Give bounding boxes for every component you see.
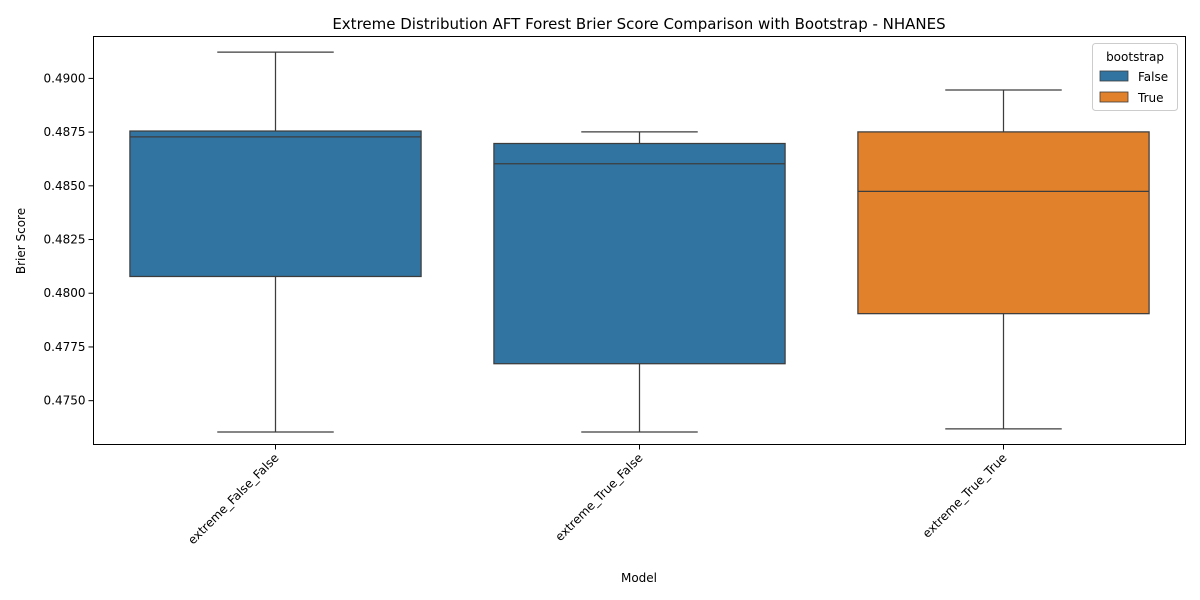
y-axis-label: Brier Score bbox=[14, 208, 28, 274]
legend-label-true: True bbox=[1137, 91, 1164, 105]
x-tick-label: extreme_True_True bbox=[920, 451, 1010, 541]
legend: bootstrap False True bbox=[1092, 43, 1178, 111]
box-extreme_True_True bbox=[857, 89, 1150, 430]
y-tick-label: 0.4750 bbox=[44, 394, 86, 408]
boxplots bbox=[129, 51, 1150, 433]
y-tick-label: 0.4900 bbox=[44, 71, 86, 85]
x-axis: extreme_False_False extreme_True_False ext… bbox=[185, 444, 1010, 547]
iqr-box bbox=[493, 142, 786, 365]
y-tick-label: 0.4825 bbox=[44, 233, 86, 247]
legend-swatch-true bbox=[1099, 91, 1129, 103]
legend-title: bootstrap bbox=[1106, 50, 1164, 64]
y-tick-label: 0.4875 bbox=[44, 125, 86, 139]
box-extreme_True_False bbox=[493, 131, 786, 433]
legend-swatch-false bbox=[1099, 70, 1129, 82]
x-tick-label: extreme_True_False bbox=[552, 451, 645, 544]
y-tick-label: 0.4850 bbox=[44, 179, 86, 193]
y-tick-label: 0.4800 bbox=[44, 286, 86, 300]
x-tick-label: extreme_False_False bbox=[185, 451, 281, 547]
box-extreme_False_False bbox=[129, 51, 422, 433]
y-tick-label: 0.4775 bbox=[44, 340, 86, 354]
x-axis-label: Model bbox=[621, 571, 657, 585]
chart-title: Extreme Distribution AFT Forest Brier Sc… bbox=[332, 15, 945, 33]
legend-label-false: False bbox=[1138, 70, 1168, 84]
iqr-box bbox=[129, 130, 422, 278]
y-axis: 0.4750 0.4775 0.4800 0.4825 0.4850 0.4875 0.49… bbox=[44, 71, 94, 408]
iqr-box bbox=[857, 131, 1150, 315]
